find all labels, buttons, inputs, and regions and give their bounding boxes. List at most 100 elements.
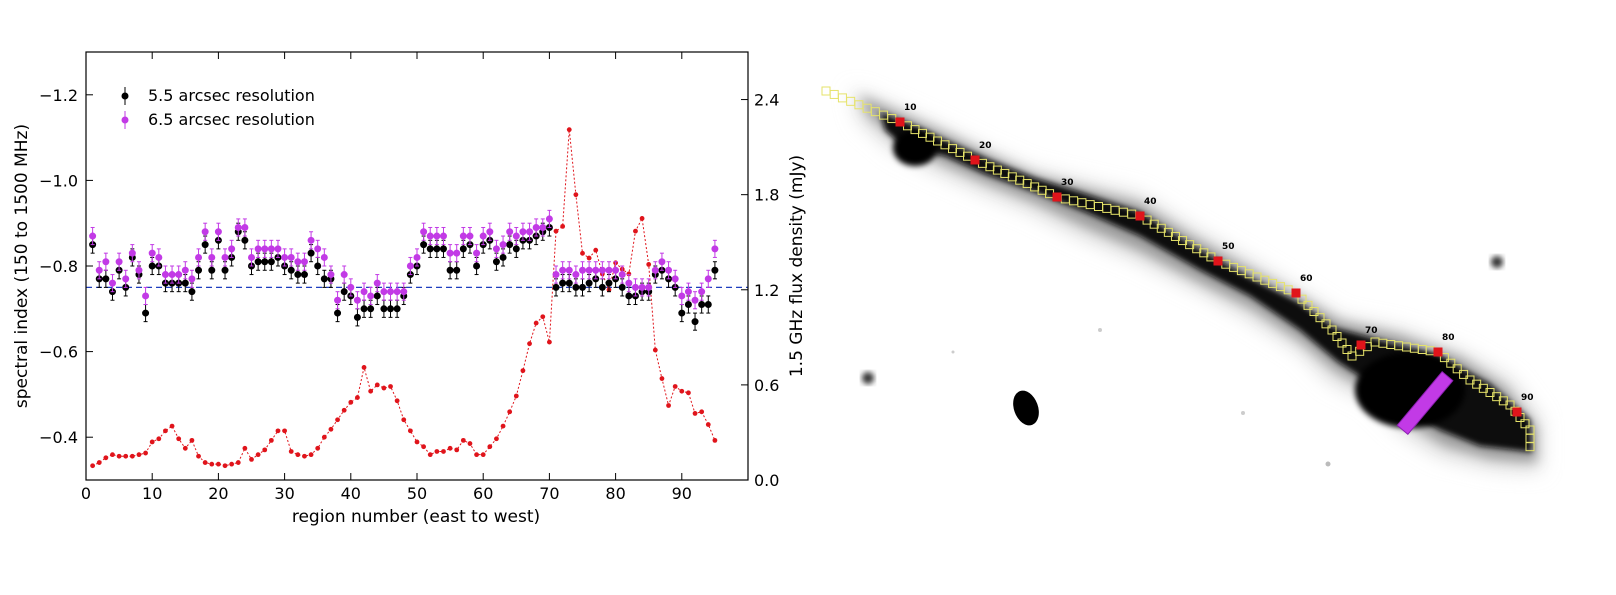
purple-point <box>108 279 116 287</box>
purple-point <box>201 228 209 236</box>
flux-point <box>679 388 685 394</box>
flux-point <box>513 393 519 399</box>
black-point <box>572 283 580 291</box>
flux-point <box>335 417 340 423</box>
region-label: 70 <box>1365 326 1378 336</box>
flux-point <box>659 376 665 381</box>
black-point <box>360 305 368 313</box>
purple-point <box>188 275 196 283</box>
black-point <box>446 266 454 274</box>
grid-cell <box>1525 442 1535 452</box>
purple-point <box>175 271 183 279</box>
flux-point <box>494 436 499 442</box>
grid-cell <box>1015 175 1025 185</box>
flux-point <box>646 262 652 267</box>
purple-point <box>638 283 646 291</box>
purple-point <box>195 253 203 261</box>
purple-point <box>314 245 322 253</box>
purple-point <box>585 266 593 274</box>
black-point <box>102 275 110 283</box>
flux-point <box>533 320 539 326</box>
region-label: 20 <box>979 141 992 151</box>
grid-cell <box>1309 307 1319 316</box>
grid-cell <box>821 86 831 96</box>
black-point <box>367 305 375 313</box>
flux-point <box>460 437 466 443</box>
purple-point <box>373 279 381 287</box>
flux-point <box>652 347 658 353</box>
x-tick-label: 30 <box>274 484 294 503</box>
y-tick-label: −0.4 <box>39 428 78 447</box>
purple-point <box>704 275 712 283</box>
flux-point <box>407 428 413 434</box>
purple-point <box>420 228 428 236</box>
black-point <box>195 266 203 274</box>
purple-point <box>340 271 348 279</box>
flux-point <box>315 445 321 451</box>
flux-point <box>282 428 287 434</box>
grid-cell <box>1030 182 1040 192</box>
black-point <box>148 262 156 270</box>
black-point <box>565 279 573 287</box>
purple-point <box>155 253 163 261</box>
grid-cell <box>1303 300 1313 310</box>
flux-point <box>553 228 559 234</box>
y-right-tick-label: 0.6 <box>754 376 779 395</box>
purple-point <box>208 253 216 261</box>
purple-point <box>605 266 613 274</box>
purple-point <box>274 245 282 253</box>
purple-point <box>135 266 143 274</box>
black-point <box>453 266 461 274</box>
purple-point <box>512 232 520 240</box>
region-marker <box>1356 340 1366 350</box>
flux-point <box>586 255 592 261</box>
x-tick-label: 80 <box>605 484 625 503</box>
purple-point <box>228 245 236 253</box>
purple-point <box>658 258 666 266</box>
flux-point <box>566 127 572 133</box>
purple-point <box>651 266 659 274</box>
region-label: 40 <box>1144 197 1157 207</box>
grid-cell <box>985 162 995 172</box>
black-point <box>201 241 209 249</box>
flux-point <box>255 452 261 458</box>
flux-point <box>129 453 135 459</box>
purple-point <box>334 296 342 304</box>
black-point <box>684 301 692 309</box>
grid-cell <box>1505 400 1515 410</box>
grid-cell <box>1520 419 1530 429</box>
flux-point <box>110 452 115 458</box>
grid-cell <box>1337 338 1347 348</box>
flux-point <box>249 456 254 462</box>
flux-point <box>302 453 307 459</box>
region-markers: 10 20 30 40 50 60 70 80 90 <box>895 103 1534 417</box>
black-point <box>254 258 262 266</box>
black-point <box>353 313 361 321</box>
black-point <box>267 258 275 266</box>
flux-point <box>633 228 638 234</box>
flux-point <box>388 384 393 389</box>
purple-point <box>453 249 461 257</box>
purple-point <box>95 266 103 274</box>
region-marker <box>1512 407 1522 417</box>
x-tick-label: 50 <box>407 484 427 503</box>
grid-cell <box>1007 172 1017 182</box>
grid-cell <box>1321 319 1331 329</box>
black-point <box>433 245 441 253</box>
purple-point <box>645 283 653 291</box>
black-point <box>559 279 567 287</box>
grid-cell <box>1452 364 1462 374</box>
purple-point <box>506 228 514 236</box>
flux-point <box>374 382 380 388</box>
purple-point <box>631 283 639 291</box>
black-point <box>698 301 706 309</box>
purple-point <box>486 228 494 236</box>
flux-point <box>182 445 188 451</box>
purple-point <box>400 288 408 296</box>
flux-point <box>169 423 175 429</box>
region-marker <box>895 117 905 127</box>
flux-point <box>143 450 148 456</box>
purple-point <box>691 296 699 304</box>
region-grid <box>821 86 1535 452</box>
legend-marker <box>121 92 129 100</box>
